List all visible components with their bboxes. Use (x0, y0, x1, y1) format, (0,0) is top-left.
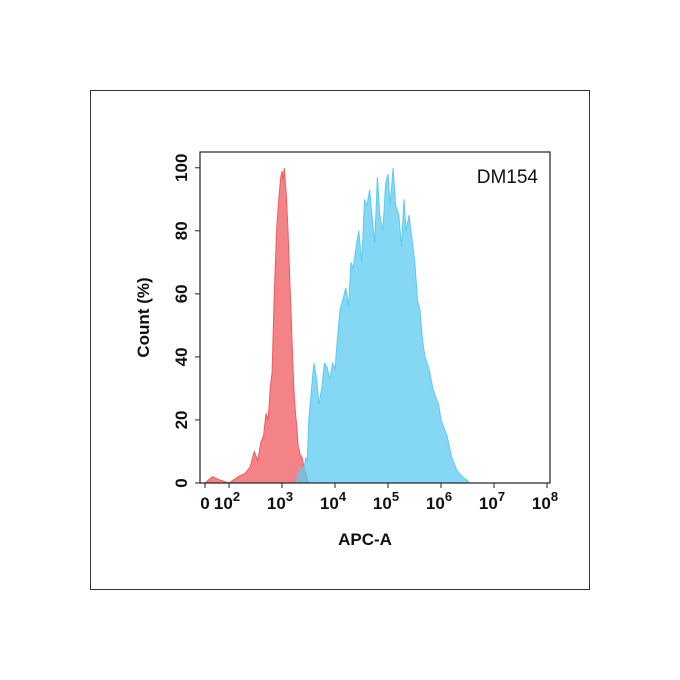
x-tick-label: 105 (373, 489, 399, 513)
x-tick-label: 103 (267, 489, 293, 513)
y-tick-label: 20 (172, 410, 191, 429)
x-tick-label: 108 (532, 489, 558, 513)
histogram-chart: 0 20 40 60 80 100 0 102 103 104 105 106 107 108 DM15… (134, 151, 558, 549)
y-tick-label: 0 (172, 478, 191, 487)
plot-area (199, 151, 551, 484)
y-tick-label: 100 (172, 154, 191, 182)
series-area-1 (203, 167, 310, 484)
y-axis: 0 20 40 60 80 100 (172, 154, 200, 488)
y-tick-label: 60 (172, 284, 191, 303)
chart-annotation: DM154 (477, 167, 539, 188)
y-tick-label: 40 (172, 347, 191, 366)
x-tick-label: 0 (200, 494, 209, 513)
series-layer (203, 167, 472, 484)
y-axis-title: Count (%) (134, 277, 153, 357)
x-axis: 0 102 103 104 105 106 107 108 (200, 483, 558, 513)
x-tick-label: 104 (320, 489, 347, 513)
x-axis-title: APC-A (338, 530, 392, 549)
x-tick-label: 106 (426, 489, 452, 513)
x-tick-label: 102 (214, 489, 240, 513)
series-area-2 (294, 167, 472, 484)
y-tick-label: 80 (172, 221, 191, 240)
chart-frame: 0 20 40 60 80 100 0 102 103 104 105 106 107 108 DM15… (90, 90, 590, 590)
x-tick-label: 107 (479, 489, 505, 513)
